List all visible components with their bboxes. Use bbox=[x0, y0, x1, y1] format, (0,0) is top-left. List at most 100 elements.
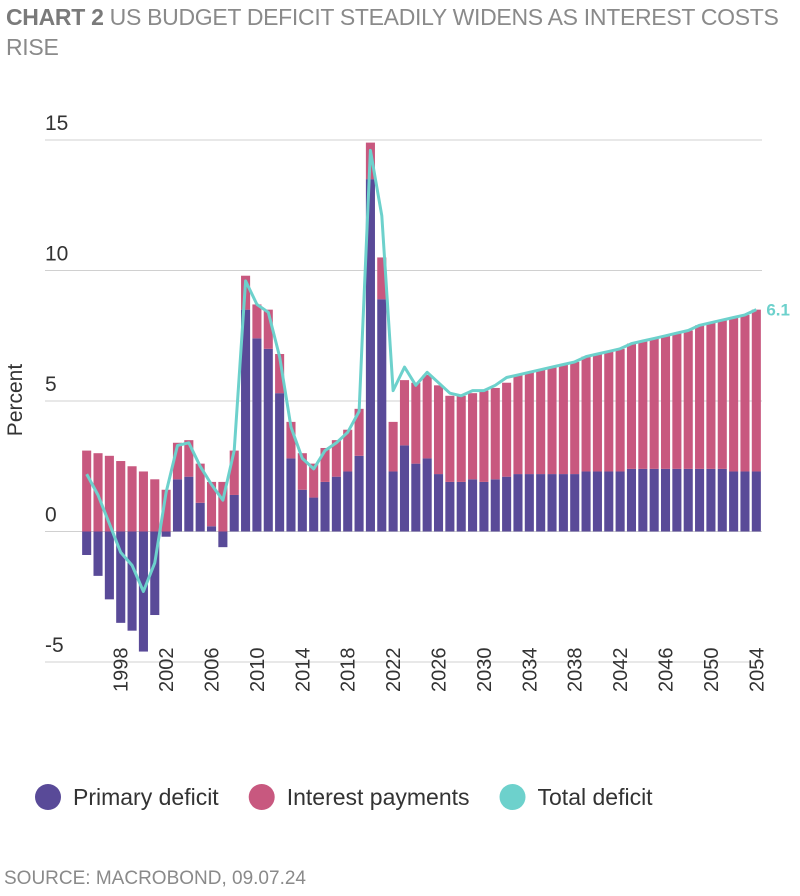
bar-segment bbox=[570, 361, 580, 475]
bar-segment bbox=[365, 179, 375, 532]
bar-segment bbox=[672, 333, 682, 469]
legend-marker bbox=[499, 784, 526, 810]
legend-label: Total deficit bbox=[538, 784, 654, 810]
bar-segment bbox=[479, 481, 489, 532]
bar-segment bbox=[422, 458, 432, 532]
bar-segment bbox=[184, 440, 194, 477]
bar-segment bbox=[297, 453, 307, 490]
bar-segment bbox=[536, 369, 546, 475]
bar-segment bbox=[558, 474, 568, 532]
bar-segment bbox=[218, 481, 228, 532]
bar-segment bbox=[172, 479, 183, 532]
bar-segment bbox=[524, 372, 534, 475]
bar-segment bbox=[82, 531, 92, 555]
bar-segment bbox=[615, 471, 625, 532]
x-tick-label: 2034 bbox=[519, 648, 541, 693]
bar-segment bbox=[252, 304, 262, 339]
bar-segment bbox=[660, 335, 671, 469]
bar-segment bbox=[399, 380, 410, 446]
bar-segment bbox=[229, 494, 239, 532]
bar-segment bbox=[513, 374, 523, 475]
bar-segment bbox=[343, 471, 353, 532]
bar-segment bbox=[150, 531, 160, 616]
bar-segment bbox=[740, 471, 750, 532]
y-tick-label: -5 bbox=[45, 634, 64, 657]
bar-segment bbox=[354, 455, 364, 532]
x-tick-label: 2054 bbox=[746, 648, 768, 693]
x-tick-label: 2042 bbox=[610, 648, 632, 693]
bar-segment bbox=[638, 468, 648, 532]
x-tick-label: 2050 bbox=[701, 648, 723, 693]
bar-segment bbox=[558, 364, 568, 475]
bar-segment bbox=[320, 481, 330, 532]
y-tick-label: 5 bbox=[45, 373, 57, 396]
bar-segment bbox=[581, 356, 591, 472]
bar-segment bbox=[513, 474, 523, 532]
bar-segment bbox=[536, 474, 546, 532]
bar-segment bbox=[252, 338, 262, 532]
bar-segment bbox=[161, 489, 171, 532]
bar-segment bbox=[672, 468, 682, 532]
x-tick-label: 1998 bbox=[111, 648, 133, 693]
bar-segment bbox=[286, 421, 296, 459]
x-tick-label: 2010 bbox=[247, 648, 269, 693]
chart-title: US BUDGET DEFICIT STEADILY WIDENS AS INT… bbox=[6, 4, 779, 60]
bar-segment bbox=[331, 476, 341, 532]
bar-segment bbox=[331, 440, 341, 477]
bar-segment bbox=[263, 309, 273, 349]
bar-segment bbox=[581, 471, 591, 532]
x-tick-label: 2030 bbox=[474, 648, 496, 693]
bar-segment bbox=[195, 502, 205, 532]
x-tick-label: 2002 bbox=[156, 648, 178, 693]
bar-segment bbox=[706, 468, 716, 532]
bar-segment bbox=[354, 408, 364, 456]
bar-segment bbox=[456, 481, 466, 532]
bar-segment bbox=[479, 390, 489, 482]
bar-segment bbox=[717, 320, 727, 469]
x-tick-label: 2018 bbox=[338, 648, 360, 693]
bar-segment bbox=[184, 476, 194, 532]
bar-segment bbox=[411, 382, 421, 464]
bar-segment bbox=[490, 479, 500, 532]
bar-segment bbox=[445, 481, 455, 532]
bar-segment bbox=[127, 531, 137, 631]
bar-segment bbox=[399, 445, 410, 532]
bar-segment bbox=[592, 354, 602, 472]
bar-segment bbox=[729, 471, 739, 532]
bar-segment bbox=[547, 474, 557, 532]
bar-segment bbox=[116, 531, 126, 623]
bar-segment bbox=[683, 468, 693, 532]
bar-segment bbox=[626, 468, 637, 532]
bar-segment bbox=[172, 442, 183, 480]
bar-segment bbox=[468, 393, 478, 480]
x-tick-label: 2022 bbox=[383, 648, 405, 693]
bar-segment bbox=[490, 387, 500, 480]
bar-segment bbox=[104, 531, 114, 600]
bar-segment bbox=[433, 474, 444, 532]
bar-segment bbox=[388, 421, 398, 472]
bar-segment bbox=[377, 299, 387, 532]
bar-segment bbox=[377, 257, 387, 300]
bar-segment bbox=[729, 317, 739, 472]
bar-segment bbox=[320, 447, 330, 482]
bar-segment bbox=[218, 531, 228, 548]
source: SOURCE: MACROBOND, 09.07.24 bbox=[4, 868, 306, 889]
bar-segment bbox=[740, 314, 750, 472]
bar-segment bbox=[626, 343, 637, 469]
line bbox=[85, 148, 757, 593]
bar-segment bbox=[570, 474, 580, 532]
bar-segment bbox=[116, 461, 126, 532]
bar-segment bbox=[695, 325, 705, 469]
bar-segment bbox=[683, 330, 693, 469]
y-tick-label: 0 bbox=[45, 504, 57, 527]
bar-segment bbox=[502, 382, 512, 477]
bar-segment bbox=[82, 450, 92, 532]
bar-segment bbox=[638, 340, 648, 469]
bar-segment bbox=[592, 471, 602, 532]
bar-segment bbox=[161, 531, 171, 537]
bar-segment bbox=[524, 474, 534, 532]
chart-label: CHART 2 bbox=[6, 4, 104, 30]
bar-segment bbox=[502, 476, 512, 532]
x-tick-label: 2026 bbox=[429, 648, 451, 693]
